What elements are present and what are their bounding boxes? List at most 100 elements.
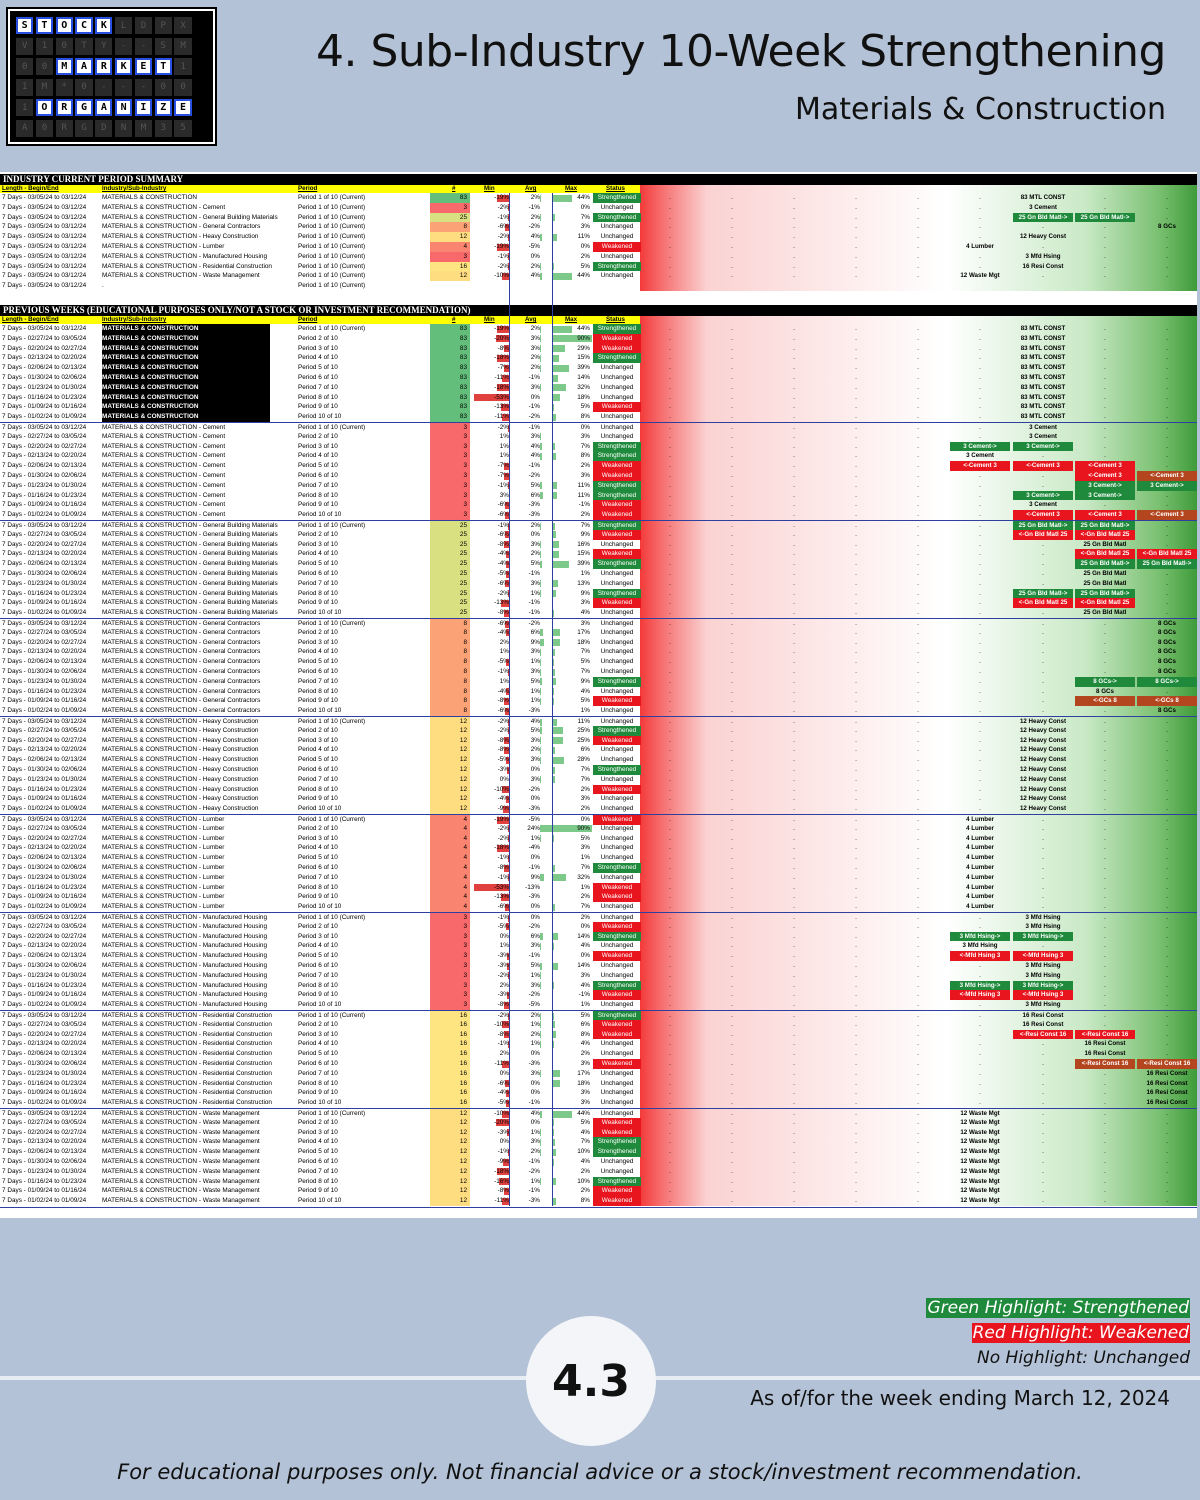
bin-dot: . xyxy=(917,462,919,470)
bin-dot: . xyxy=(669,344,671,352)
row-length: 7 Days - 02/13/24 to 02/20/24 xyxy=(2,648,87,656)
bin-dot: . xyxy=(855,452,857,460)
max-bar xyxy=(552,1080,560,1088)
row-status: Weakened xyxy=(593,471,641,481)
row-min: -18% xyxy=(473,843,509,853)
row-length: 7 Days - 03/05/24 to 03/12/24 xyxy=(2,522,87,529)
bin-dot: . xyxy=(731,834,733,842)
logo-cell: 1 xyxy=(174,58,192,75)
row-period: Period 7 of 10 xyxy=(298,383,338,391)
logo-cell: 0 xyxy=(35,58,54,75)
bin-label: 16 Resi Const xyxy=(1146,1089,1188,1097)
bin-dot: . xyxy=(731,481,733,489)
bin-dot: . xyxy=(917,981,919,989)
row-length: 7 Days - 01/16/24 to 01/23/24 xyxy=(2,393,87,401)
row-min: -3% xyxy=(473,990,509,1000)
bin-dot: . xyxy=(979,638,981,646)
row-industry: MATERIALS & CONSTRUCTION - Heavy Constru… xyxy=(102,795,259,803)
row-length: 7 Days - 01/02/24 to 01/09/24 xyxy=(2,805,87,813)
row-min-text: -1% xyxy=(497,213,509,221)
bin-dot: . xyxy=(731,922,733,930)
row-min: 2% xyxy=(499,638,509,646)
row-status: Strengthened xyxy=(593,490,641,501)
row-period: Period 9 of 10 xyxy=(298,1187,338,1195)
bin-dot: . xyxy=(793,1020,795,1028)
bin-dot: . xyxy=(979,393,981,401)
row-max: 0% xyxy=(552,203,592,213)
row-max: 8% xyxy=(552,412,592,422)
bin-dot: . xyxy=(731,334,733,342)
table-row: 7 Days - 03/05/24 to 03/12/24 MATERIALS &… xyxy=(0,1010,1197,1021)
bin-dot: . xyxy=(793,472,795,479)
table-row: 7 Days - 01/02/24 to 01/09/24 MATERIALS &… xyxy=(0,1196,1197,1206)
bin-dot: . xyxy=(731,511,733,519)
bin-dot: . xyxy=(917,805,919,813)
row-avg-text: -2% xyxy=(528,620,540,627)
row-period: Period 4 of 10 xyxy=(298,550,338,558)
bin-dot: . xyxy=(917,942,919,950)
row-period: Period 5 of 10 xyxy=(298,560,338,568)
bin-dot: . xyxy=(793,424,795,431)
row-status: Weakened xyxy=(593,1029,641,1040)
bin-dot: . xyxy=(1042,1118,1044,1126)
table-row: 7 Days - 03/05/24 to 03/12/24 MATERIALS &… xyxy=(0,193,1197,203)
bin-dot: . xyxy=(1104,893,1106,901)
bin-dot: . xyxy=(793,243,795,250)
bin-dot: . xyxy=(1166,785,1168,793)
bin-dot: . xyxy=(669,570,671,577)
bin-dot: . xyxy=(917,668,919,675)
bin-dot: . xyxy=(1042,648,1044,656)
bin-dot: . xyxy=(855,252,857,260)
row-avg-text: 9% xyxy=(530,873,540,881)
bin-dot: . xyxy=(917,1050,919,1058)
table-row: 7 Days - 03/05/24 to 03/12/24 MATERIALS &… xyxy=(0,202,1197,213)
bin-dot: . xyxy=(669,942,671,950)
row-min-text: -13% xyxy=(494,893,509,901)
row-avg: 4% xyxy=(510,271,552,281)
section-badge: 4.3 xyxy=(526,1316,656,1446)
row-max: 8% xyxy=(552,1030,592,1040)
row-avg-text: -13% xyxy=(525,883,540,891)
bin-dot: . xyxy=(1042,570,1044,577)
bin-dot: . xyxy=(1104,501,1106,509)
row-length: 7 Days - 01/16/24 to 01/23/24 xyxy=(2,981,87,989)
row-min-text: -5% xyxy=(497,1099,509,1107)
bin-label: <-Mfd Hsing 3 xyxy=(1013,990,1073,1001)
bin-dot: . xyxy=(793,481,795,489)
bin-label: 3 Cement xyxy=(1029,432,1057,440)
bin-dot: . xyxy=(669,272,671,280)
bin-dot: . xyxy=(979,589,981,597)
row-min-text: -5% xyxy=(497,658,509,666)
bin-dot: . xyxy=(793,1099,795,1107)
bin-dot: . xyxy=(917,1110,919,1117)
row-count: 83 xyxy=(430,333,470,344)
bin-label: 8 GCs xyxy=(1158,658,1176,666)
avg-bar xyxy=(540,942,542,950)
bin-dot: . xyxy=(731,1089,733,1097)
bin-dot: . xyxy=(917,501,919,509)
bin-dot: . xyxy=(979,403,981,411)
bin-dot: . xyxy=(1042,1089,1044,1097)
row-min-text: -20% xyxy=(494,334,509,342)
row-min: -2% xyxy=(473,423,509,433)
row-avg-text: 5% xyxy=(530,677,540,685)
bin-dot: . xyxy=(1104,383,1106,391)
row-status: Weakened xyxy=(593,1186,641,1197)
column-header-status: Status xyxy=(606,316,625,323)
row-min: -19% xyxy=(473,242,509,252)
min-bar xyxy=(505,756,509,764)
row-avg-text: -5% xyxy=(528,816,540,823)
row-period: Period 7 of 10 xyxy=(298,971,338,979)
row-status: Weakened xyxy=(593,549,641,560)
bin-dot: . xyxy=(855,364,857,372)
logo-cell: - xyxy=(114,37,133,55)
row-status: Strengthened xyxy=(593,863,641,873)
row-avg: 2% xyxy=(510,353,552,363)
column-header-avg: Avg xyxy=(525,316,537,323)
row-avg: 3% xyxy=(510,383,552,393)
row-avg-text: 0% xyxy=(530,914,540,921)
bin-dot: . xyxy=(793,677,795,685)
row-min: -8% xyxy=(473,1000,509,1010)
row-max-text: 7% xyxy=(580,864,590,871)
row-avg-text: 3% xyxy=(530,668,540,675)
